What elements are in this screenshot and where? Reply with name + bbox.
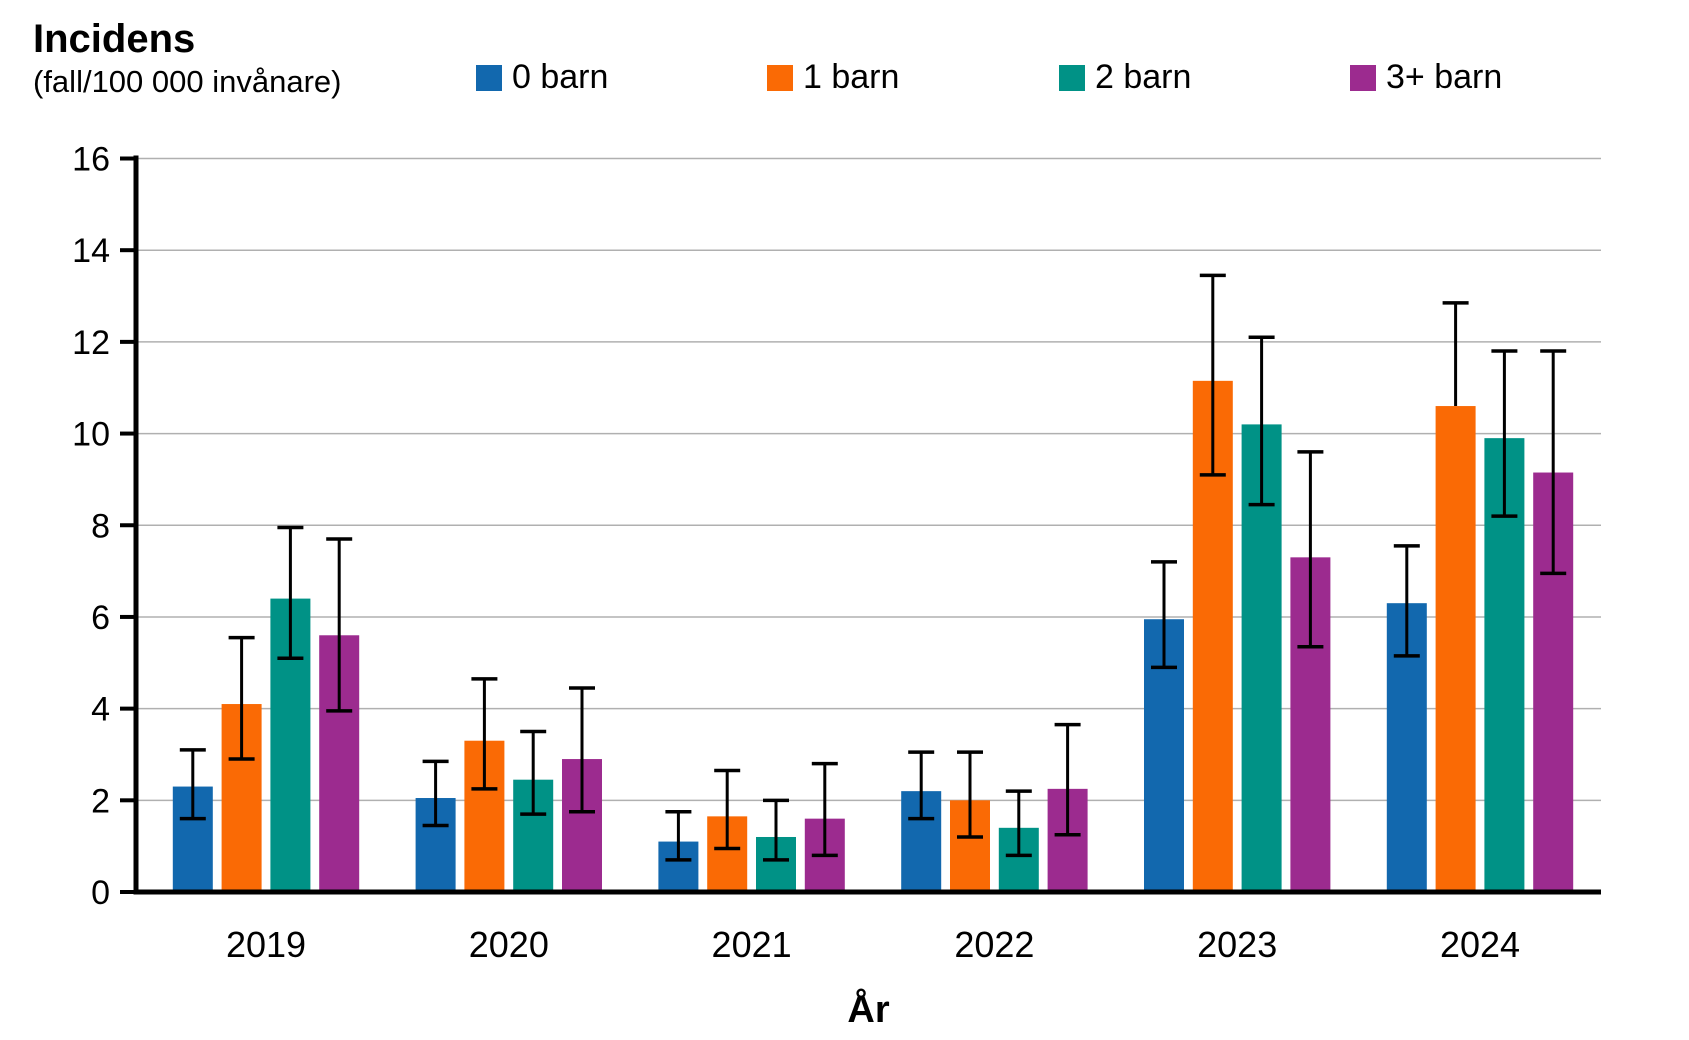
x-category-label: 2020 (469, 924, 549, 965)
legend-swatch-icon (476, 64, 502, 91)
legend-item-2barn: 2 barn (1059, 58, 1191, 97)
x-category-label: 2019 (226, 924, 306, 965)
y-tick-label: 6 (91, 599, 110, 637)
legend-swatch-icon (767, 64, 793, 91)
y-tick-label: 8 (91, 507, 110, 545)
bar-1barn-2024 (1435, 406, 1476, 892)
legend-label: 0 barn (512, 58, 609, 96)
x-category-label: 2022 (954, 924, 1034, 965)
legend-label: 3+ barn (1386, 58, 1503, 96)
y-tick-label: 10 (72, 416, 110, 454)
y-tick-label: 14 (72, 232, 110, 270)
x-category-label: 2024 (1440, 924, 1520, 965)
chart-subtitle: (fall/100 000 invånare) (33, 64, 342, 99)
x-category-label: 2021 (712, 924, 792, 965)
legend-label: 2 barn (1095, 58, 1192, 96)
y-tick-label: 4 (91, 691, 110, 729)
legend-swatch-icon (1350, 64, 1376, 91)
legend-item-3barn: 3+ barn (1350, 58, 1502, 97)
legend-label: 1 barn (803, 58, 900, 96)
y-tick-label: 12 (72, 324, 110, 362)
legend-item-0barn: 0 barn (476, 58, 608, 97)
legend-item-1barn: 1 barn (767, 58, 899, 97)
y-tick-label: 2 (91, 782, 110, 820)
legend-swatch-icon (1059, 64, 1085, 91)
chart-title-block: Incidens (fall/100 000 invånare) (33, 16, 341, 100)
x-axis-title: År (847, 987, 889, 1031)
x-category-label: 2023 (1197, 924, 1277, 965)
chart-legend: 0 barn 1 barn 2 barn 3+ barn (0, 0, 1689, 110)
y-tick-label: 0 (91, 874, 110, 912)
y-tick-label: 16 (72, 141, 110, 179)
chart-title: Incidens (33, 17, 196, 61)
